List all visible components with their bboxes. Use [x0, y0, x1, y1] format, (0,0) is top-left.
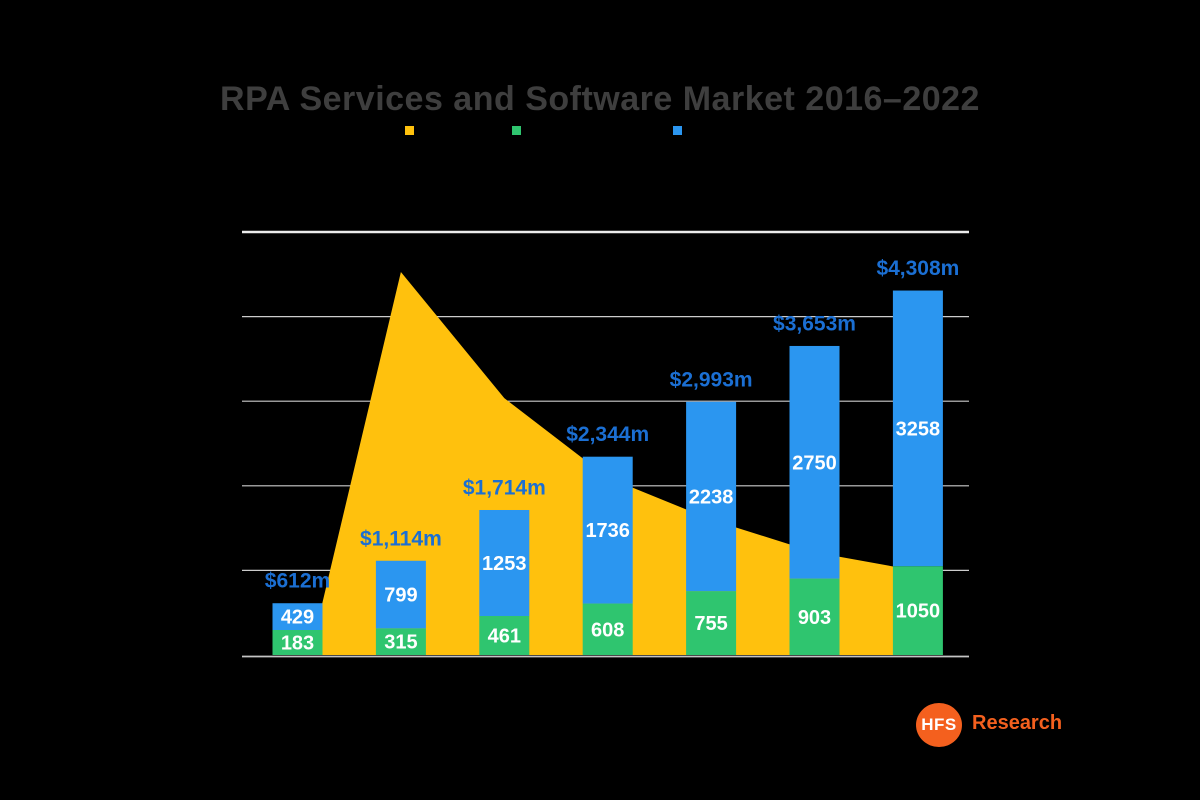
bar-label-software-2018: 461	[488, 625, 521, 647]
bar-segment-software-2019	[582, 603, 633, 655]
legend-swatch-services	[673, 126, 682, 135]
bar-segment-services-2017	[375, 560, 426, 629]
total-label-2019: $2,344m	[566, 423, 649, 446]
bar-segment-software-2022	[892, 566, 943, 655]
bar-label-software-2019: 608	[591, 619, 624, 641]
bar-label-software-2020: 755	[694, 613, 727, 635]
bar-label-software-2021: 903	[798, 607, 831, 629]
bar-segment-services-2016	[272, 603, 323, 630]
bar-segment-services-2019	[582, 456, 633, 604]
bar-label-services-2017: 799	[384, 585, 417, 607]
hfs-logo-badge-text: HFS	[921, 715, 957, 734]
total-label-2022: $4,308m	[876, 257, 959, 280]
bar-segment-software-2021	[789, 578, 840, 655]
bar-label-services-2021: 2750	[792, 452, 837, 474]
bar-label-software-2022: 1050	[896, 601, 941, 623]
hfs-logo-badge: HFS	[916, 703, 962, 747]
bar-segment-software-2017	[375, 628, 426, 655]
bar-segment-services-2020	[686, 401, 737, 592]
total-label-2017: $1,114m	[360, 527, 442, 550]
total-label-2018: $1,714m	[463, 476, 546, 499]
total-label-2020: $2,993m	[670, 368, 753, 391]
bar-segment-software-2020	[686, 591, 737, 655]
bar-label-services-2019: 1736	[585, 520, 630, 542]
bar-label-software-2017: 315	[384, 632, 417, 654]
bar-segment-services-2021	[789, 345, 840, 579]
total-label-2016: $612m	[265, 570, 330, 593]
bar-label-services-2016: 429	[281, 607, 314, 629]
total-label-2021: $3,653m	[773, 312, 856, 335]
bar-label-services-2022: 3258	[896, 418, 941, 440]
legend-swatch-growth-area	[405, 126, 414, 135]
bar-label-services-2020: 2238	[689, 486, 734, 508]
chart-title: RPA Services and Software Market 2016–20…	[220, 80, 980, 118]
bar-segment-software-2018	[479, 615, 530, 655]
bar-segment-software-2016	[272, 630, 323, 655]
bar-label-software-2016: 183	[281, 633, 314, 655]
legend-swatch-software	[512, 126, 521, 135]
bar-label-services-2018: 1253	[482, 553, 527, 575]
bar-segment-services-2018	[479, 509, 530, 616]
growth-area	[310, 272, 918, 655]
hfs-logo-wordmark: Research	[972, 712, 1063, 734]
bar-segment-services-2022	[892, 290, 943, 567]
